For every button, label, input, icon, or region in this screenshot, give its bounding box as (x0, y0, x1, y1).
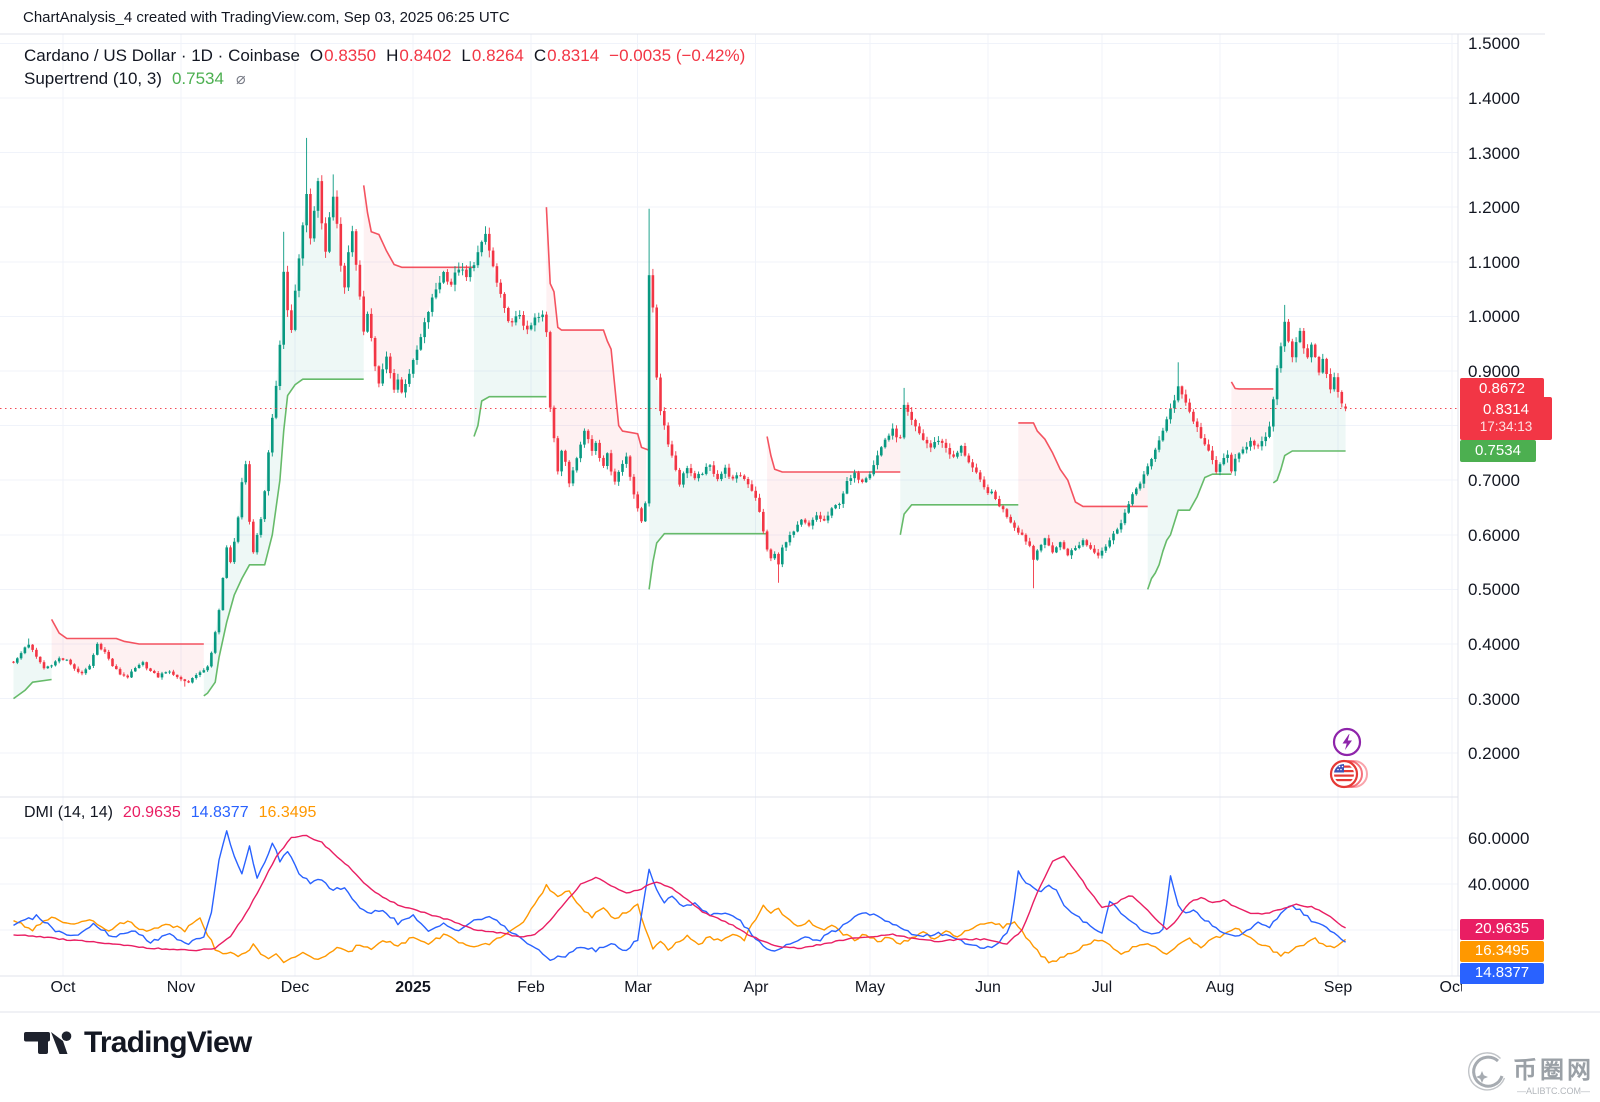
candlesticks (12, 137, 1347, 687)
price-tick-label: 0.6000 (1468, 526, 1520, 545)
month-tick-label: Nov (166, 979, 196, 996)
watermark-swirl-icon (1468, 1052, 1506, 1091)
price-tick-label: 0.9000 (1468, 362, 1520, 381)
month-tick-label: Oct (1439, 979, 1462, 996)
time-axis[interactable]: Oct Nov Dec 2025 Feb Mar Apr May Jun Jul Aug Sep Oct (0, 977, 1462, 1005)
ohlc-high: H 0.8402 (386, 46, 452, 65)
price-tick-label: 0.7000 (1468, 471, 1520, 490)
month-tick-label: Dec (280, 979, 310, 996)
dmi-plusdi-badge: 14.8377 (1460, 963, 1544, 984)
symbol-legend-row[interactable]: Cardano / US Dollar · 1D · Coinbase O 0.8… (24, 46, 745, 66)
site-watermark: 币圈网 —ALIBTC.COM— (1465, 1050, 1594, 1096)
price-tick-label: 0.2000 (1468, 744, 1520, 763)
dmi-tick-label: 60.0000 (1468, 829, 1530, 848)
snapshot-header: ChartAnalysis_4 created with TradingView… (23, 9, 510, 26)
supertrend-stop-badge: 0.8672 (1460, 378, 1544, 400)
dmi-plusdi-value: 14.8377 (190, 804, 249, 821)
month-tick-label: Apr (743, 979, 769, 996)
price-tick-label: 0.5000 (1468, 580, 1520, 599)
dmi-adx-value: 20.9635 (122, 804, 181, 821)
dmi-name[interactable]: DMI (14, 14) (24, 804, 113, 821)
watermark-cn-text: 币圈网 (1513, 1057, 1594, 1084)
tradingview-logo-text: TradingView (84, 1026, 252, 1059)
month-tick-label: Oct (50, 979, 76, 996)
ohlc-open: O 0.8350 (309, 46, 377, 65)
dmi-adx-badge: 20.9635 (1460, 919, 1544, 940)
tradingview-logo[interactable]: TradingView (24, 1024, 252, 1062)
month-tick-label: Sep (1323, 979, 1353, 996)
watermark-site-text: —ALIBTC.COM— (1516, 1086, 1590, 1096)
grid-lines (0, 33, 1600, 1013)
indicator-hidden-icon[interactable]: ⌀ (235, 71, 246, 88)
price-tick-label: 1.1000 (1468, 253, 1520, 272)
indicator-name[interactable]: Supertrend (10, 3) (24, 69, 162, 88)
supertrend-value-badge: 0.7534 (1460, 440, 1536, 462)
price-tick-label: 1.4000 (1468, 89, 1520, 108)
price-tick-label: 1.2000 (1468, 198, 1520, 217)
price-tick-label: 1.5000 (1468, 34, 1520, 53)
month-tick-label: Mar (624, 979, 652, 996)
ohlc-close: C 0.8314 (533, 46, 600, 65)
month-tick-label: Aug (1205, 979, 1235, 996)
lightning-icon (1332, 727, 1362, 757)
month-tick-label: May (854, 979, 886, 996)
indicator-legend-row[interactable]: Supertrend (10, 3) 0.7534 ⌀ (24, 69, 246, 89)
ohlc-low: L 0.8264 (461, 46, 524, 65)
flag-stamp-icon (1329, 759, 1368, 789)
countdown-timer: 17:34:13 (1479, 419, 1533, 435)
dmi-minusdi-value: 16.3495 (258, 804, 317, 821)
price-tick-label: 0.3000 (1468, 690, 1520, 709)
last-price-badge: 0.8314 17:34:13 (1460, 397, 1552, 440)
month-tick-label: Feb (517, 979, 545, 996)
month-tick-label: 2025 (395, 979, 431, 996)
tradingview-logo-icon (24, 1031, 72, 1054)
price-tick-label: 1.3000 (1468, 144, 1520, 163)
dmi-lines (13, 830, 1347, 964)
month-tick-label: Jul (1091, 979, 1113, 996)
price-change: −0.0035 (−0.42%) (609, 46, 746, 65)
symbol-title[interactable]: Cardano / US Dollar · 1D · Coinbase (24, 46, 300, 65)
month-tick-label: Jun (975, 979, 1001, 996)
indicator-value: 0.7534 (171, 69, 224, 88)
price-tick-label: 1.0000 (1468, 307, 1520, 326)
supertrend-lines (13, 185, 1346, 700)
dmi-legend-row[interactable]: DMI (14, 14) 20.9635 14.8377 16.3495 (24, 804, 316, 822)
dmi-minusdi-badge: 16.3495 (1460, 941, 1544, 962)
dmi-tick-label: 40.0000 (1468, 875, 1530, 894)
supertrend-fills (13, 181, 1346, 699)
price-tick-label: 0.4000 (1468, 635, 1520, 654)
